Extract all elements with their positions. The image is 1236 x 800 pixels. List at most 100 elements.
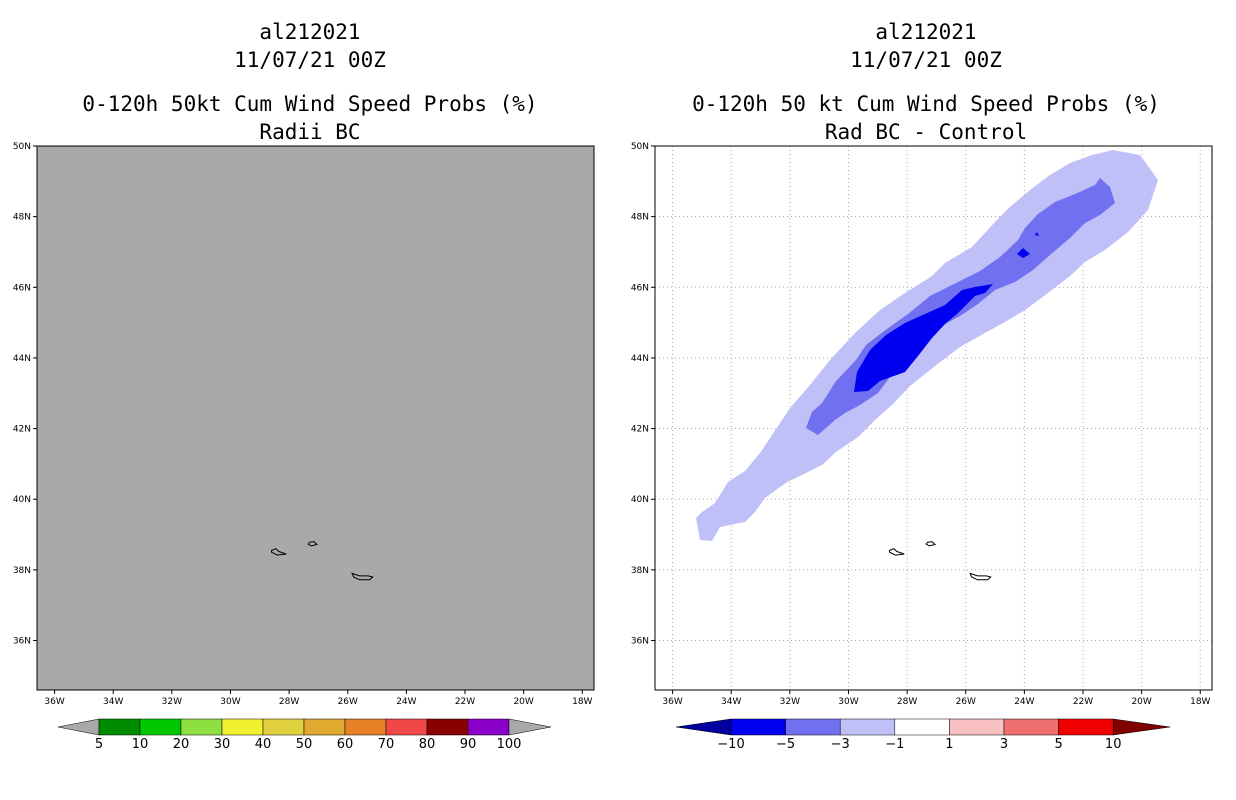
colorbar-label: 1 <box>945 737 953 752</box>
right-map-panel: 50N 48N 46N 44N 42N 40N 38N 36N 36W 34W 32W 30W 28W 2… <box>631 142 1213 752</box>
lon-label: 20W <box>513 697 533 707</box>
right-map-frame <box>654 145 1213 691</box>
island-outline <box>925 541 937 547</box>
contour-level-3-spot <box>1017 248 1030 258</box>
colorbar-label: 20 <box>173 737 190 752</box>
island-outline <box>351 572 374 581</box>
island-outline <box>889 548 905 556</box>
lat-label: 40N <box>13 495 31 505</box>
island-outline <box>969 572 992 581</box>
colorbar-label: 70 <box>378 737 395 752</box>
lat-label: 44N <box>13 354 31 364</box>
colorbar-swatch <box>139 718 182 736</box>
colorbar-low-arrow <box>57 718 100 736</box>
lon-label: 24W <box>396 697 416 707</box>
colorbar-label: 3 <box>1000 737 1008 752</box>
lon-label: 36W <box>44 697 64 707</box>
right-axes: 50N 48N 46N 44N 42N 40N 38N 36N 36W 34W 32W 30W 28W 2… <box>631 142 1211 707</box>
colorbar-swatch <box>1058 718 1114 736</box>
lat-label: 50N <box>631 142 649 152</box>
colorbar-swatch <box>785 718 841 736</box>
colorbar-label: 50 <box>296 737 313 752</box>
colorbar-swatch <box>1003 718 1059 736</box>
lat-label: 46N <box>631 283 649 293</box>
left-colorbar: 5 10 20 30 40 50 60 70 80 90 100 <box>57 718 552 752</box>
right-product-title: 0-120h 50 kt Cum Wind Speed Probs (%) <box>692 92 1160 116</box>
right-azores-islands <box>889 541 992 581</box>
colorbar-label: 10 <box>132 737 149 752</box>
lat-label: 40N <box>631 495 649 505</box>
colorbar-high-arrow <box>508 718 552 736</box>
colorbar-label: −3 <box>831 737 850 752</box>
lon-label: 22W <box>1073 697 1093 707</box>
lon-label: 34W <box>103 697 123 707</box>
lon-label: 22W <box>455 697 475 707</box>
left-map-panel: 50N 48N 46N 44N 42N 40N 38N 36N 36W 34W 32W 30W 28W 2… <box>13 142 595 752</box>
colorbar-swatch <box>730 718 786 736</box>
colorbar-swatch <box>467 718 510 736</box>
island-outline <box>271 548 287 556</box>
colorbar-label: 30 <box>214 737 231 752</box>
left-datetime: 11/07/21 00Z <box>234 48 386 72</box>
lon-label: 18W <box>572 697 592 707</box>
colorbar-label: 5 <box>95 737 103 752</box>
lon-label: 28W <box>279 697 299 707</box>
right-colorbar: −10 −5 −3 −1 1 3 5 10 <box>675 718 1171 752</box>
colorbar-swatch <box>839 718 896 736</box>
lat-label: 46N <box>13 283 31 293</box>
colorbar-high-arrow <box>1112 718 1171 736</box>
lat-label: 36N <box>631 637 649 647</box>
colorbar-swatch <box>385 718 428 736</box>
lon-label: 24W <box>1014 697 1034 707</box>
contour-level-3-dot <box>1035 232 1039 236</box>
right-storm-id: al212021 <box>875 20 977 44</box>
left-subtitle: Radii BC <box>259 120 361 144</box>
lat-label: 48N <box>631 213 649 223</box>
lon-label: 20W <box>1131 697 1151 707</box>
left-azores-islands <box>271 541 374 581</box>
lon-label: 32W <box>780 697 800 707</box>
colorbar-label: −1 <box>885 737 904 752</box>
left-axes: 50N 48N 46N 44N 42N 40N 38N 36N 36W 34W 32W 30W 28W 2… <box>13 142 593 707</box>
left-map-background <box>36 145 595 691</box>
colorbar-swatch <box>894 718 950 736</box>
lon-label: 28W <box>897 697 917 707</box>
right-contours <box>696 150 1158 541</box>
lat-label: 50N <box>13 142 31 152</box>
lon-label: 36W <box>662 697 682 707</box>
colorbar-swatch <box>426 718 469 736</box>
colorbar-label: −10 <box>717 737 744 752</box>
lat-label: 42N <box>13 425 31 435</box>
lat-label: 44N <box>631 354 649 364</box>
lon-label: 32W <box>162 697 182 707</box>
lat-label: 48N <box>13 213 31 223</box>
right-subtitle: Rad BC - Control <box>824 120 1028 144</box>
colorbar-label: 80 <box>419 737 436 752</box>
lon-label: 34W <box>721 697 741 707</box>
lon-label: 30W <box>838 697 858 707</box>
colorbar-swatch <box>344 718 387 736</box>
colorbar-swatch <box>262 718 305 736</box>
colorbar-swatch <box>98 718 141 736</box>
left-storm-id: al212021 <box>259 20 361 44</box>
lon-label: 26W <box>338 697 358 707</box>
colorbar-label: 5 <box>1054 737 1062 752</box>
colorbar-swatch <box>221 718 264 736</box>
colorbar-label: 40 <box>255 737 272 752</box>
colorbar-swatch <box>303 718 346 736</box>
left-product-title: 0-120h 50kt Cum Wind Speed Probs (%) <box>82 92 538 116</box>
colorbar-label: 60 <box>337 737 354 752</box>
colorbar-label: 100 <box>497 737 522 752</box>
colorbar-swatch <box>949 718 1005 736</box>
island-outline <box>307 541 319 547</box>
colorbar-label: −5 <box>776 737 795 752</box>
contour-level-3-main <box>854 284 993 392</box>
colorbar-low-arrow <box>675 718 732 736</box>
lat-label: 42N <box>631 425 649 435</box>
colorbar-label: 90 <box>460 737 477 752</box>
lon-label: 18W <box>1190 697 1210 707</box>
colorbar-swatch <box>180 718 223 736</box>
lat-label: 38N <box>13 566 31 576</box>
lon-label: 26W <box>956 697 976 707</box>
